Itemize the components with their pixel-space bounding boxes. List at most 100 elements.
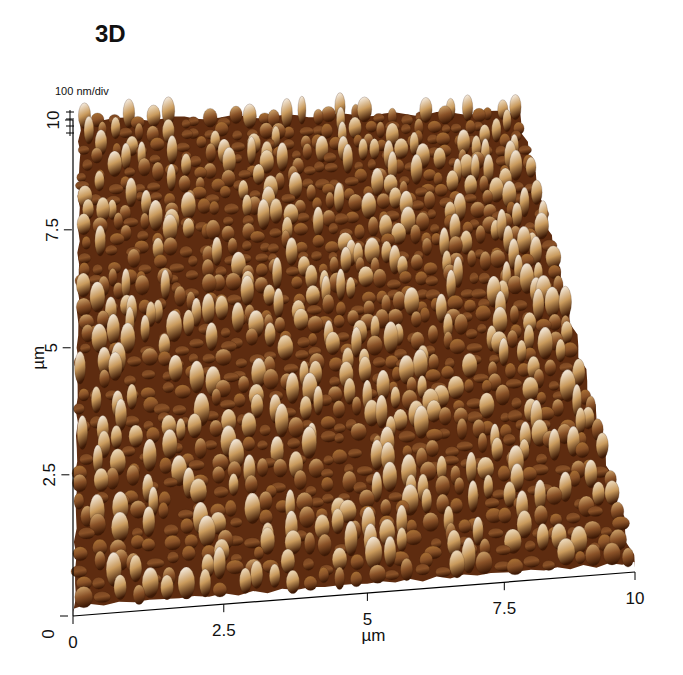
grain <box>127 356 141 366</box>
grain <box>526 157 536 178</box>
grain <box>203 354 216 364</box>
grain <box>307 305 322 315</box>
grain <box>196 136 206 148</box>
grain <box>161 270 170 301</box>
grain <box>93 264 103 275</box>
grain <box>80 454 94 465</box>
grain <box>74 403 85 414</box>
grain <box>411 154 423 184</box>
grain <box>365 536 382 569</box>
grain <box>391 387 401 409</box>
y-tick <box>63 347 71 348</box>
grain <box>359 139 368 161</box>
x-tick <box>504 582 505 590</box>
grain <box>585 544 600 566</box>
grain <box>169 355 183 382</box>
grain <box>288 417 303 438</box>
grain <box>257 440 268 450</box>
grain <box>212 389 221 406</box>
grain <box>203 108 217 127</box>
grain <box>385 570 399 580</box>
grain <box>230 106 242 124</box>
grain <box>281 194 295 204</box>
grain <box>387 279 401 289</box>
grain <box>350 571 362 586</box>
grain <box>537 523 549 550</box>
grain <box>384 536 396 567</box>
grain <box>278 335 294 360</box>
grain <box>462 353 477 378</box>
grain <box>270 199 283 224</box>
grain <box>306 285 320 306</box>
grain <box>142 348 158 365</box>
grain <box>304 576 317 591</box>
grain <box>255 253 268 262</box>
grain <box>241 275 254 305</box>
grain <box>575 551 585 564</box>
grain <box>164 524 179 536</box>
grain <box>158 502 168 519</box>
grain <box>477 324 486 334</box>
grain <box>449 550 464 578</box>
grain <box>559 286 572 318</box>
grain <box>143 507 155 538</box>
grain <box>358 266 373 287</box>
grain <box>503 434 516 446</box>
grain <box>240 568 252 594</box>
grain <box>297 337 310 348</box>
grain <box>454 477 464 495</box>
grain <box>247 137 256 166</box>
grain <box>167 164 176 191</box>
grain <box>77 415 88 449</box>
grain <box>92 577 105 589</box>
grain <box>128 249 141 268</box>
grain <box>612 516 629 530</box>
grain <box>499 338 509 366</box>
grain <box>397 528 407 552</box>
grain <box>491 437 503 461</box>
grain <box>464 379 474 393</box>
grain <box>352 397 361 416</box>
grain <box>376 395 388 428</box>
grain <box>332 509 344 534</box>
grain <box>622 548 634 567</box>
grain <box>329 223 338 234</box>
grain <box>202 294 215 325</box>
grain <box>343 144 353 174</box>
grain <box>198 198 211 213</box>
grain <box>405 530 422 545</box>
x-axis-title: µm <box>361 626 385 645</box>
grain <box>243 104 256 129</box>
grain <box>215 349 231 366</box>
grain <box>95 171 105 191</box>
grain <box>473 108 486 122</box>
grain <box>380 499 391 517</box>
grain <box>325 163 338 173</box>
grain <box>605 481 619 505</box>
grain <box>294 223 308 236</box>
grain <box>253 164 265 185</box>
z-scale-label: 100 nm/div <box>55 85 109 97</box>
grain <box>322 294 334 314</box>
grain <box>428 121 442 133</box>
grain <box>430 224 439 234</box>
grain <box>366 121 377 133</box>
grain <box>324 152 337 163</box>
grain <box>496 545 511 555</box>
grain <box>164 237 178 255</box>
x-tick <box>223 604 224 612</box>
grain <box>250 231 265 243</box>
grain <box>281 549 295 573</box>
grain <box>114 575 127 600</box>
grain <box>361 193 376 219</box>
grain <box>450 339 466 354</box>
grain <box>522 377 538 401</box>
grain <box>439 407 452 425</box>
grain <box>425 369 440 382</box>
surface-grains <box>71 93 634 608</box>
grain <box>531 180 542 205</box>
grain <box>126 178 137 207</box>
grain <box>73 547 88 561</box>
grain <box>512 202 522 228</box>
grain <box>549 429 561 461</box>
